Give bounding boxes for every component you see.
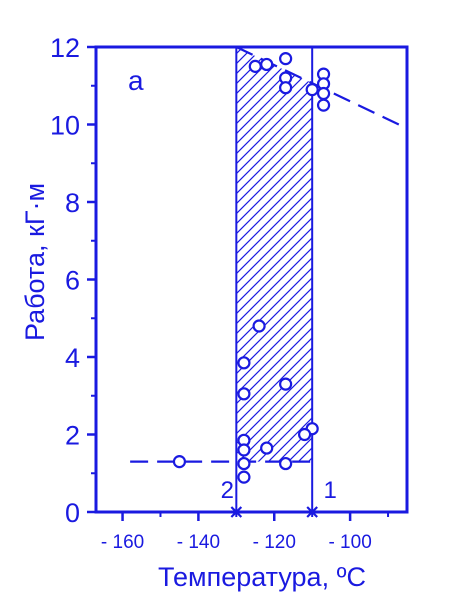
data-point: [172, 455, 187, 469]
transition-marker-2: [230, 506, 243, 518]
data-point: [260, 57, 274, 72]
hatched-region: [236, 47, 313, 462]
y-tick-label: 4: [65, 343, 80, 373]
data-point: [237, 470, 251, 484]
data-point: [305, 83, 319, 97]
data-point: [297, 427, 312, 442]
data-point: [279, 52, 293, 66]
x-tick-label: - 140: [177, 532, 220, 553]
panel-label: а: [128, 65, 144, 96]
data-point: [316, 98, 331, 112]
transition-label-1: 1: [324, 477, 337, 504]
transition-marker-1: [306, 506, 318, 518]
y-tick-label: 6: [65, 266, 80, 296]
y-tick-label: 12: [50, 33, 80, 63]
x-tick-label: - 120: [253, 532, 296, 553]
x-axis-title: Температура, ºС: [158, 562, 366, 592]
data-point: [260, 441, 274, 455]
x-tick-label: - 100: [328, 532, 371, 553]
y-axis-title: Работа, кГ·м: [20, 183, 50, 341]
data-point: [237, 387, 251, 401]
data-point: [279, 377, 293, 391]
data-point: [237, 356, 251, 370]
data-point: [252, 319, 266, 333]
x-tick-label: - 160: [101, 532, 144, 553]
y-tick-label: 8: [65, 188, 80, 218]
data-point: [279, 456, 293, 471]
data-point: [279, 81, 293, 95]
data-point: [237, 443, 251, 457]
data-point: [316, 86, 331, 101]
data-point: [237, 456, 251, 471]
data-point: [248, 59, 262, 73]
y-tick-label: 2: [65, 421, 80, 451]
transition-label-2: 2: [221, 477, 234, 504]
y-tick-label: 0: [65, 498, 80, 528]
y-tick-label: 10: [50, 111, 80, 141]
